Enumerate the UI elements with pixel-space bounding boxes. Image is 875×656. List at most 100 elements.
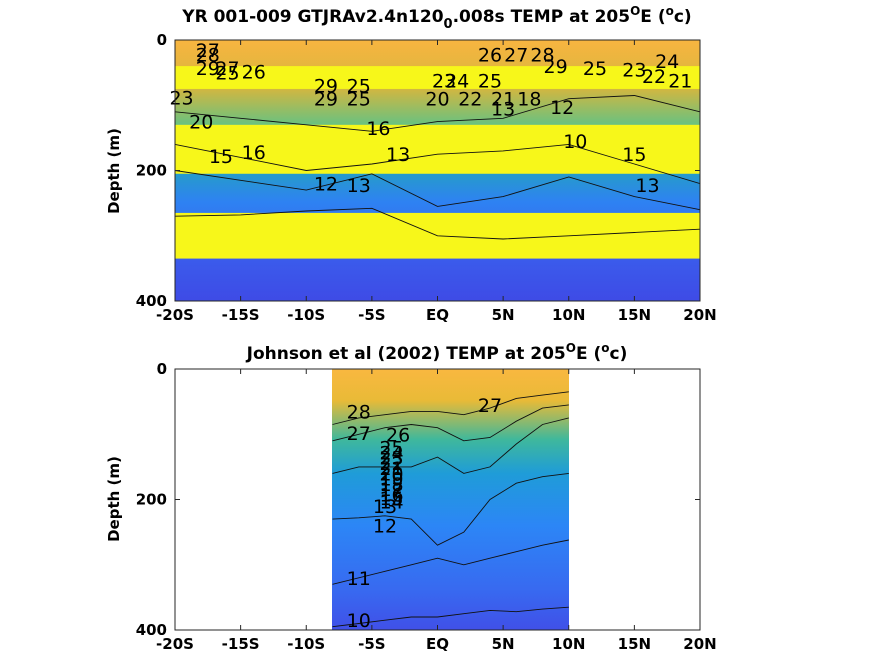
contour-label: 24 bbox=[655, 51, 679, 73]
contour-label: 22 bbox=[379, 453, 403, 475]
contour-label: 16 bbox=[379, 484, 403, 506]
x-tick-label: 5N bbox=[492, 635, 515, 653]
contour-label: 20 bbox=[425, 89, 449, 111]
contour-label: 23 bbox=[379, 448, 403, 470]
isotherm-line bbox=[175, 143, 700, 185]
isotherm-line bbox=[175, 95, 700, 132]
isotherm-line bbox=[332, 606, 569, 628]
contour-label: 21 bbox=[668, 70, 692, 92]
contour-label: 22 bbox=[642, 66, 666, 88]
contour-label: 11 bbox=[347, 568, 371, 590]
contour-label: 16 bbox=[242, 142, 266, 164]
contour-label: 21 bbox=[491, 89, 515, 111]
y-tick-label: 200 bbox=[136, 491, 167, 509]
x-tick-label: 20N bbox=[683, 306, 716, 324]
bottom-data-field bbox=[332, 369, 569, 630]
contour-label: 27 bbox=[478, 395, 502, 417]
contour-label: 10 bbox=[347, 610, 371, 632]
y-tick-label: 0 bbox=[157, 360, 167, 378]
contour-label: 25 bbox=[478, 70, 502, 92]
contour-label: 27 bbox=[504, 44, 528, 66]
contour-label: 13 bbox=[347, 175, 371, 197]
top-y-axis-label: Depth (m) bbox=[105, 128, 123, 214]
contour-label: 15 bbox=[379, 488, 403, 510]
contour-label: 10 bbox=[563, 131, 587, 153]
contour-label: 18 bbox=[517, 89, 541, 111]
contour-label: 19 bbox=[379, 469, 403, 491]
contour-label: 21 bbox=[379, 458, 403, 480]
x-tick-label: 10N bbox=[552, 306, 585, 324]
contour-label: 15 bbox=[209, 146, 233, 168]
x-tick-label: EQ bbox=[426, 635, 449, 653]
x-tick-label: 5N bbox=[492, 306, 515, 324]
contour-label: 25 bbox=[347, 89, 371, 111]
contour-label: 28 bbox=[347, 401, 371, 423]
contour-label: 17 bbox=[379, 479, 403, 501]
y-tick-label: 200 bbox=[136, 162, 167, 180]
x-tick-label: 15N bbox=[618, 306, 651, 324]
isotherm-line bbox=[332, 539, 569, 585]
x-tick-label: -15S bbox=[222, 635, 260, 653]
isotherm-line bbox=[175, 170, 700, 211]
contour-label: 23 bbox=[432, 70, 456, 92]
top-chart-title: YR 001-009 GTJRAv2.4n1200.008s TEMP at 2… bbox=[181, 4, 691, 32]
x-tick-label: 20N bbox=[683, 635, 716, 653]
contour-label: 14 bbox=[379, 491, 403, 513]
bottom-chart-title: Johnson et al (2002) TEMP at 205OE (oc) bbox=[246, 341, 628, 364]
contour-label: 18 bbox=[379, 474, 403, 496]
masked-band bbox=[175, 66, 700, 89]
bottom-y-axis-label: Depth (m) bbox=[105, 456, 123, 542]
contour-label: 28 bbox=[530, 44, 554, 66]
contour-label: 13 bbox=[386, 144, 410, 166]
contour-label: 23 bbox=[169, 87, 193, 109]
x-tick-label: -10S bbox=[287, 635, 325, 653]
y-tick-label: 400 bbox=[136, 621, 167, 639]
contour-label: 28 bbox=[196, 44, 220, 66]
contour-label: 12 bbox=[373, 516, 397, 538]
contour-label: 24 bbox=[379, 443, 403, 465]
contour-label: 25 bbox=[347, 76, 371, 98]
contour-label: 20 bbox=[379, 463, 403, 485]
isotherm-line bbox=[332, 404, 569, 442]
x-tick-label: -10S bbox=[287, 306, 325, 324]
contour-label: 27 bbox=[196, 40, 220, 62]
x-tick-label: -20S bbox=[156, 635, 194, 653]
masked-band bbox=[175, 124, 700, 174]
contour-label: 13 bbox=[635, 175, 659, 197]
x-tick-label: 15N bbox=[618, 635, 651, 653]
isotherm-line bbox=[332, 417, 569, 474]
contour-label: 26 bbox=[242, 61, 266, 83]
contour-label: 29 bbox=[544, 56, 568, 78]
contour-label: 13 bbox=[373, 496, 397, 518]
contour-label: 27 bbox=[215, 58, 239, 80]
x-tick-label: 10N bbox=[552, 635, 585, 653]
y-tick-label: 400 bbox=[136, 292, 167, 310]
x-tick-label: -20S bbox=[156, 306, 194, 324]
contour-label: 25 bbox=[215, 63, 239, 85]
contour-label: 24 bbox=[445, 70, 469, 92]
contour-label: 15 bbox=[622, 144, 646, 166]
x-tick-label: -5S bbox=[358, 306, 385, 324]
y-tick-label: 0 bbox=[157, 31, 167, 49]
contour-label: 27 bbox=[347, 423, 371, 445]
contour-label: 13 bbox=[491, 99, 515, 121]
contour-label: 22 bbox=[458, 89, 482, 111]
isotherm-line bbox=[332, 391, 569, 425]
contour-label: 29 bbox=[314, 76, 338, 98]
contour-label: 20 bbox=[189, 112, 213, 134]
contour-label: 29 bbox=[314, 89, 338, 111]
isotherm-line bbox=[175, 207, 700, 240]
contour-label: 29 bbox=[196, 58, 220, 80]
contour-label: 25 bbox=[583, 58, 607, 80]
contour-label: 25 bbox=[379, 437, 403, 459]
x-tick-label: EQ bbox=[426, 306, 449, 324]
contour-label: 12 bbox=[314, 174, 338, 196]
contour-label: 16 bbox=[366, 118, 390, 140]
contour-label: 12 bbox=[550, 97, 574, 119]
x-tick-label: -15S bbox=[222, 306, 260, 324]
contour-label: 26 bbox=[478, 44, 502, 66]
contour-label: 26 bbox=[386, 424, 410, 446]
